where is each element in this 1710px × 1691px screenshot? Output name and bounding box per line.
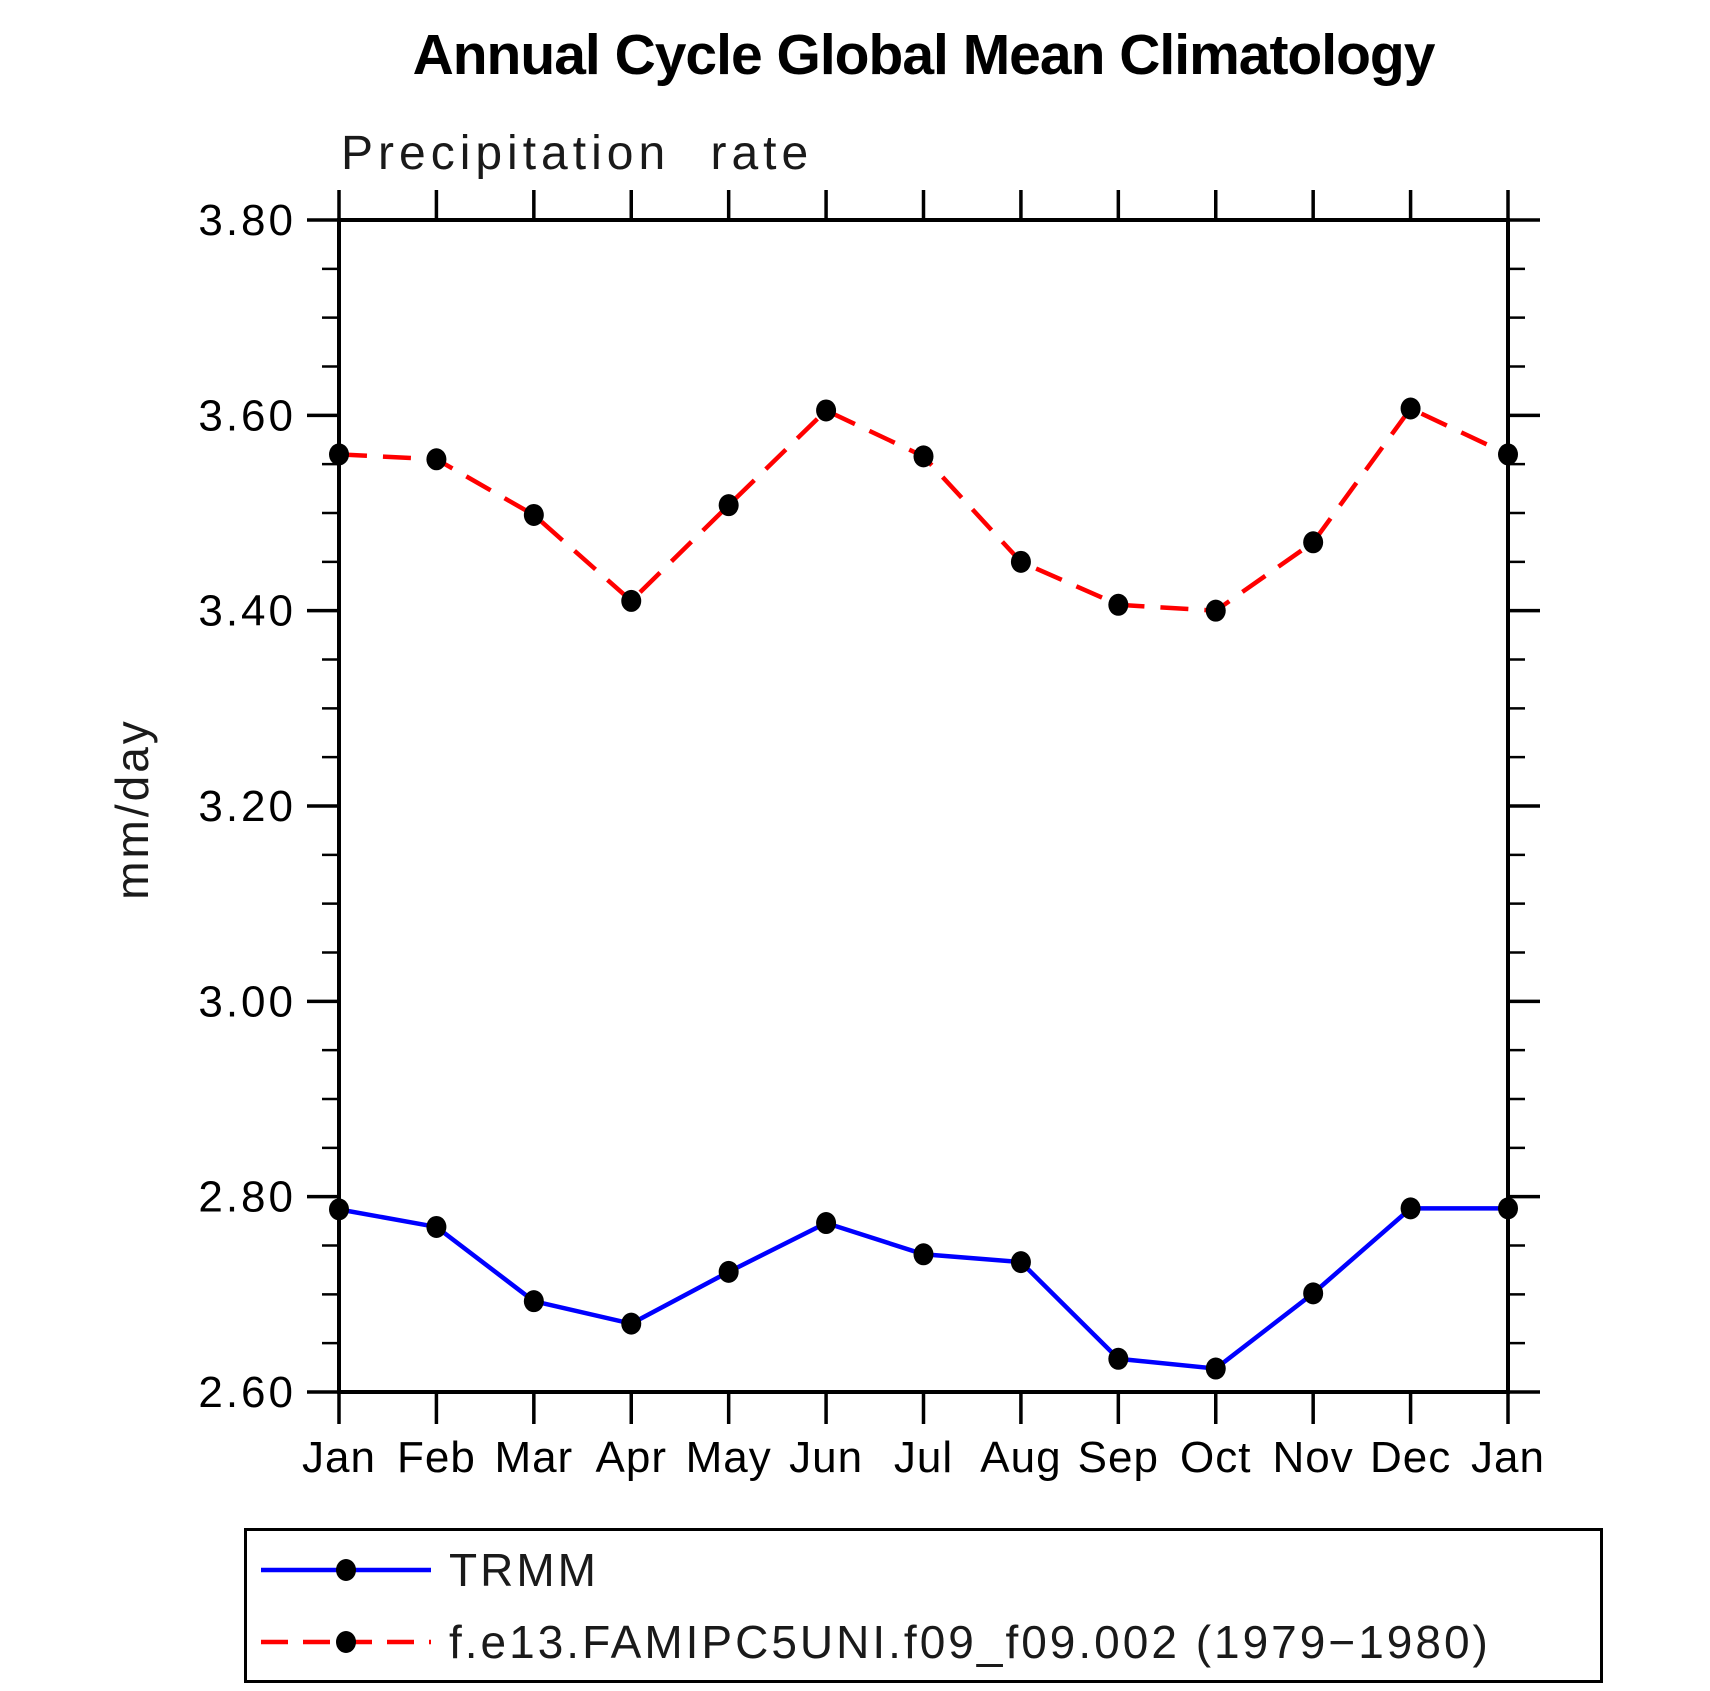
legend-label-trmm: TRMM xyxy=(449,1543,599,1596)
y-tick-labels: 3.80 3.60 3.40 3.20 3.00 2.80 2.60 xyxy=(198,196,296,1417)
x-tick-label: Nov xyxy=(1273,1433,1354,1482)
legend-entry-model: f.e13.FAMIPC5UNI.f09_f09.002 (1979−1980) xyxy=(247,1606,1600,1678)
data-point-marker xyxy=(523,503,544,526)
x-tick-label: Mar xyxy=(494,1433,573,1482)
x-tick-label: Feb xyxy=(397,1433,476,1482)
x-ticks xyxy=(337,190,1510,1424)
y-tick-label: 3.20 xyxy=(198,782,296,831)
data-point-marker xyxy=(1010,1251,1031,1274)
legend-entry-trmm: TRMM xyxy=(247,1534,1600,1606)
data-point-marker xyxy=(1010,550,1031,573)
data-point-marker xyxy=(426,1215,447,1238)
data-point-marker xyxy=(1205,599,1226,622)
series-1 xyxy=(329,397,1518,622)
series-0 xyxy=(329,1197,1518,1380)
data-point-marker xyxy=(913,1243,934,1266)
y-tick-label: 3.00 xyxy=(198,977,296,1026)
legend-key-trmm xyxy=(261,1558,431,1581)
data-point-marker xyxy=(1108,1347,1129,1370)
x-tick-label: May xyxy=(686,1433,772,1482)
series-0-line xyxy=(338,1206,1508,1371)
x-tick-label: Sep xyxy=(1078,1433,1159,1482)
x-tick-label: Apr xyxy=(596,1433,667,1482)
chart-title: Annual Cycle Global Mean Climatology xyxy=(412,23,1436,87)
data-point-marker xyxy=(523,1290,544,1313)
x-tick-label: Oct xyxy=(1180,1433,1251,1482)
y-tick-label: 2.80 xyxy=(198,1173,296,1222)
data-point-marker xyxy=(621,589,642,612)
legend-marker xyxy=(336,1630,356,1653)
data-point-marker xyxy=(1303,1282,1324,1305)
data-point-marker xyxy=(1400,1197,1421,1220)
data-point-marker xyxy=(1498,443,1518,466)
x-tick-label: Jan xyxy=(302,1433,376,1482)
data-point-marker xyxy=(1498,1197,1518,1220)
data-point-marker xyxy=(329,443,349,466)
data-point-marker xyxy=(329,1198,349,1221)
data-point-marker xyxy=(621,1312,642,1335)
data-point-marker xyxy=(1303,531,1324,554)
x-tick-label: Jun xyxy=(789,1433,863,1482)
legend-key-model xyxy=(261,1630,431,1653)
data-point-marker xyxy=(1205,1357,1226,1380)
x-tick-label: Jan xyxy=(1471,1433,1545,1482)
chart-subtitle: Precipitation rate xyxy=(341,127,814,180)
legend-marker xyxy=(336,1558,356,1581)
y-ticks xyxy=(307,218,1540,1394)
data-point-marker xyxy=(718,1260,739,1283)
data-point-marker xyxy=(1400,397,1421,420)
data-point-marker xyxy=(718,494,739,517)
data-point-marker xyxy=(816,399,837,422)
y-tick-label: 3.40 xyxy=(198,587,296,636)
plot-border xyxy=(337,218,1510,1394)
legend-label-model: f.e13.FAMIPC5UNI.f09_f09.002 (1979−1980) xyxy=(449,1615,1491,1668)
x-tick-label: Dec xyxy=(1370,1433,1451,1482)
x-tick-label: Jul xyxy=(894,1433,953,1482)
y-tick-label: 3.80 xyxy=(198,196,296,245)
y-tick-label: 3.60 xyxy=(198,391,296,440)
data-point-marker xyxy=(816,1212,837,1235)
x-tick-label: Aug xyxy=(980,1433,1061,1482)
data-point-marker xyxy=(913,445,934,468)
data-point-marker xyxy=(1108,593,1129,616)
data-point-marker xyxy=(426,448,447,471)
series-1-line xyxy=(338,405,1509,613)
x-tick-labels: Jan Feb Mar Apr May Jun Jul Aug Sep Oct Nov Dec Jan xyxy=(302,1433,1545,1482)
legend: TRMM f.e13.FAMIPC5UNI.f09_f09.002 (1979−… xyxy=(244,1528,1603,1683)
y-tick-label: 2.60 xyxy=(198,1368,296,1417)
